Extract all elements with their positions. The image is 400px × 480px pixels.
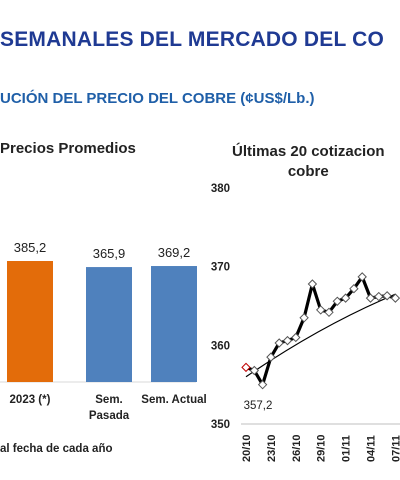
annotation-first-value: 357,2 <box>244 400 273 412</box>
bar-category-label-3: Sem. Actual <box>141 394 206 406</box>
x-tick-label-23-10: 23/10 <box>266 434 278 462</box>
report-title: SEMANALES DEL MERCADO DEL CO <box>0 28 385 51</box>
data-point-9 <box>307 279 318 289</box>
report-subtitle: UCIÓN DEL PRECIO DEL COBRE (¢US$/Lb.) <box>0 90 315 107</box>
data-point-3 <box>257 379 268 390</box>
y-tick-label-360: 360 <box>211 340 230 352</box>
line-chart-title: Últimas 20 cotizacion cobre <box>232 142 385 182</box>
data-point-10 <box>315 305 326 315</box>
data-point-5 <box>274 338 284 348</box>
x-tick-label-20-10: 20/10 <box>241 434 253 462</box>
data-point-11 <box>324 307 334 318</box>
bar-value-label-1: 385,2 <box>14 240 47 255</box>
line-chart-title-line-2: cobre <box>287 163 329 180</box>
data-point-2 <box>249 365 260 376</box>
data-point-17 <box>374 291 384 302</box>
y-tick-label-370: 370 <box>211 262 230 274</box>
data-point-8 <box>299 313 309 323</box>
x-tick-label-01-11: 01/11 <box>341 435 353 462</box>
bar-3 <box>151 266 197 382</box>
bar-category-label-2-line-2: Pasada <box>89 410 130 422</box>
bar-1 <box>7 261 53 382</box>
bar-category-label-1: 2023 (*) <box>10 394 51 406</box>
data-point-18 <box>382 291 392 301</box>
x-tick-label-07-11: 07/11 <box>390 435 400 462</box>
data-point-15 <box>357 272 367 282</box>
y-tick-label-380: 380 <box>211 183 230 195</box>
bar-category-label-2: Sem. <box>95 394 123 406</box>
data-point-1 <box>241 362 251 373</box>
bar-value-label-3: 369,2 <box>158 245 191 260</box>
data-point-7 <box>291 332 301 343</box>
data-point-13 <box>340 293 351 303</box>
x-tick-label-29-10: 29/10 <box>316 434 328 462</box>
data-point-19 <box>390 293 400 303</box>
bar-2 <box>86 267 132 382</box>
bar-chart-footnote: al fecha de cada año <box>0 443 113 455</box>
y-tick-label-350: 350 <box>211 419 230 431</box>
data-point-16 <box>365 293 376 303</box>
data-point-14 <box>349 283 359 294</box>
x-tick-label-26-10: 26/10 <box>291 434 303 462</box>
x-tick-label-04-11: 04/11 <box>366 435 378 462</box>
trend-line <box>245 293 396 378</box>
data-point-12 <box>332 296 343 306</box>
bar-chart-title: Precios Promedios <box>0 140 136 157</box>
data-point-4 <box>266 352 276 362</box>
data-point-6 <box>282 335 293 346</box>
line-chart-title-line-1: Últimas 20 cotizacion <box>232 143 385 160</box>
bar-value-label-2: 365,9 <box>93 246 126 261</box>
